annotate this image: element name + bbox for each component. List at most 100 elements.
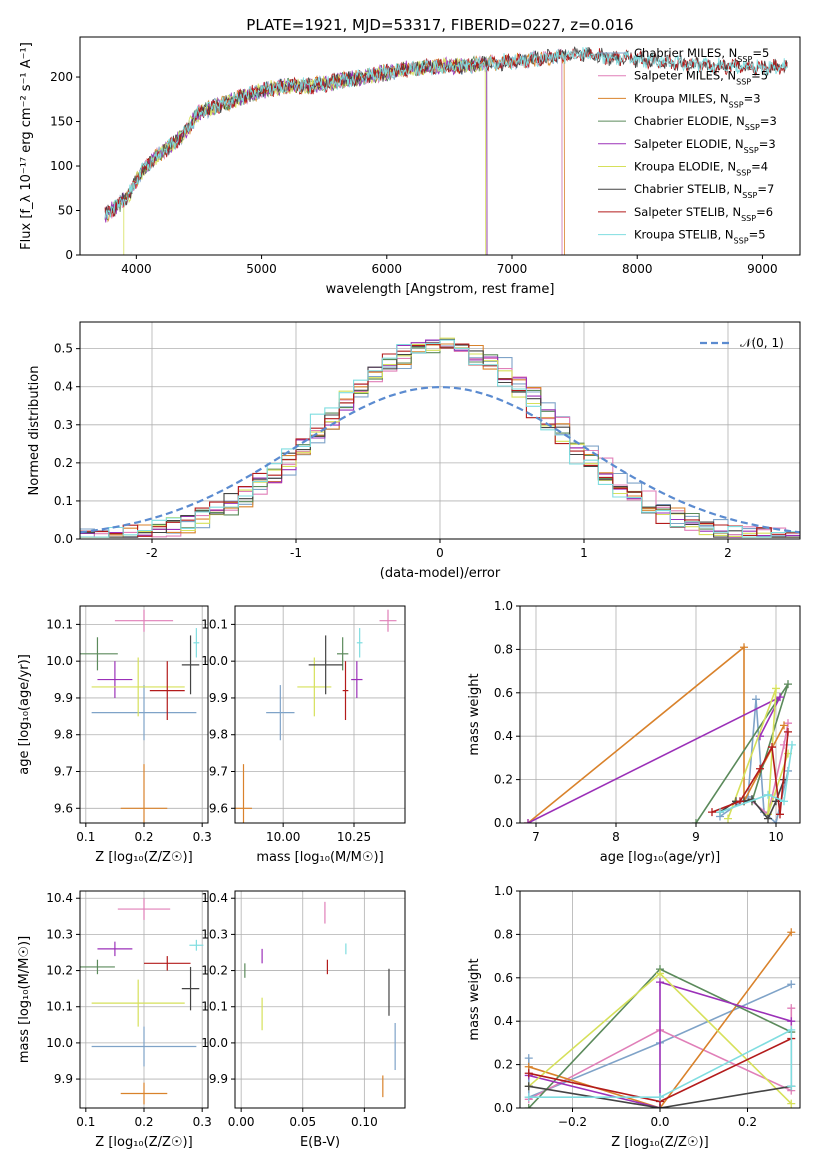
axes-frame (234, 890, 406, 1109)
weight-marker (656, 1093, 664, 1102)
plot-area (104, 46, 788, 255)
y-tick-label: 10.4 (201, 891, 228, 905)
legend-entry: Salpeter MILES, NSSP=5 (634, 69, 768, 87)
x-tick-label: 7000 (497, 262, 528, 276)
weight-marker (788, 740, 796, 749)
weight-marker (768, 743, 776, 752)
y-tick-label: 10.4 (46, 891, 73, 905)
legend-entry: 𝒩(0, 1) (740, 336, 784, 350)
panel-weight-vs-Z: −0.2 0.0 0.2 0.0 0.2 0.4 0.6 0.8 1.0 Z [log₁₀(Z/Z… (467, 884, 801, 1150)
legend: Chabrier MILES, NSSP=5 Salpeter MILES, NS… (598, 46, 777, 245)
weight-marker (524, 1093, 533, 1102)
plot-area (80, 322, 800, 539)
y-tick-label: 0.3 (54, 418, 73, 432)
weight-marker (656, 978, 664, 987)
weight-marker (524, 1104, 533, 1108)
weight-line (528, 1028, 793, 1098)
weight-marker (656, 969, 664, 978)
panel-age-vs-mass: 10.00 10.25 9.6 9.7 9.8 9.9 10.0 10.1 mass [log₁… (201, 605, 406, 865)
figure-title: PLATE=1921, MJD=53317, FIBERID=0227, z=0… (246, 16, 633, 34)
x-tick-label: 8000 (622, 262, 653, 276)
x-tick-label: -2 (146, 546, 158, 560)
y-axis-label: Flux [f_λ 10⁻¹⁷ erg cm⁻² s⁻¹ A⁻¹] (19, 42, 34, 250)
weight-marker (708, 808, 716, 817)
weight-marker (692, 819, 700, 823)
plot-area (80, 606, 208, 823)
weight-marker (776, 810, 784, 819)
x-tick-label: 8 (612, 830, 620, 844)
y-tick-label: 9.7 (54, 765, 73, 779)
x-tick-label: 9 (692, 830, 700, 844)
weight-line (527, 645, 785, 823)
x-axis-label: Z [log₁₀(Z/Z☉)] (95, 1135, 192, 1150)
axes-frame (79, 605, 209, 824)
y-tick-label: 9.8 (54, 728, 73, 742)
y-tick-label: 9.9 (209, 1072, 228, 1086)
weight-marker (787, 980, 796, 989)
plot-area (80, 891, 208, 1108)
plot-area (520, 891, 800, 1108)
y-tick-label: 1.0 (494, 599, 513, 613)
y-tick-label: 0.0 (494, 1101, 513, 1115)
y-tick-label: 10.3 (201, 927, 228, 941)
x-tick-label: 0.2 (738, 1115, 757, 1129)
weight-marker (787, 1099, 796, 1108)
weight-marker (787, 1017, 796, 1026)
y-tick-label: 0.4 (494, 729, 513, 743)
panel-age-vs-Z: 0.1 0.2 0.3 9.6 9.7 9.8 9.9 10.0 10.1 Z [log₁₀(Z/… (17, 605, 212, 865)
y-tick-label: 9.6 (54, 801, 73, 815)
weight-marker (780, 797, 788, 806)
weight-marker (764, 790, 772, 799)
histogram-step (80, 339, 800, 538)
legend-entry: Kroupa MILES, NSSP=3 (634, 91, 761, 109)
panel-mass-vs-ebv: 0.00 0.05 0.10 9.9 10.0 10.1 10.2 10.3 10.4 E(B-V… (201, 890, 406, 1150)
weight-marker (524, 1069, 533, 1078)
legend-entry: Kroupa ELODIE, NSSP=4 (634, 160, 768, 178)
weight-marker (752, 695, 760, 704)
weight-marker (524, 1054, 533, 1063)
weight-marker (772, 684, 780, 693)
x-axis-label: age [log₁₀(age/yr)] (600, 850, 721, 865)
y-tick-label: 1.0 (494, 884, 513, 898)
x-tick-label: 0.00 (228, 1115, 255, 1129)
y-tick-label: 0.0 (54, 532, 73, 546)
x-tick-label: 6000 (372, 262, 403, 276)
legend-entry: Chabrier ELODIE, NSSP=3 (634, 114, 777, 132)
y-tick-label: 0.1 (54, 494, 73, 508)
weight-line (528, 981, 792, 1108)
x-tick-label: 7 (532, 830, 540, 844)
y-tick-label: 10.0 (201, 654, 228, 668)
x-axis-label: Z [log₁₀(Z/Z☉)] (611, 1135, 708, 1150)
y-tick-label: 0.6 (494, 686, 513, 700)
legend-entry: Chabrier STELIB, NSSP=7 (634, 182, 774, 200)
y-tick-label: 0.6 (494, 971, 513, 985)
weight-marker (780, 721, 788, 730)
panel-weight-vs-age: 7 8 9 10 0.0 0.2 0.4 0.6 0.8 1.0 age [log₁₀(age/yr… (467, 599, 801, 865)
normal-curve (80, 385, 800, 534)
x-tick-label: 10 (768, 830, 783, 844)
y-tick-label: 150 (50, 115, 73, 129)
y-tick-label: 200 (50, 70, 73, 84)
weight-line (528, 931, 792, 1108)
x-tick-label: 4000 (121, 262, 152, 276)
weight-marker (787, 928, 796, 937)
weight-marker (772, 819, 780, 823)
histogram-step (80, 343, 800, 537)
weight-marker (787, 1025, 796, 1034)
x-tick-label: 2 (724, 546, 732, 560)
weight-marker (724, 814, 732, 823)
y-tick-label: 10.0 (46, 1036, 73, 1050)
panel-residuals: -2 -1 0 1 2 0.0 0.1 0.2 0.3 0.4 0.5 (data-model)/er… (27, 321, 801, 581)
plot-area (520, 606, 800, 823)
axes-frame (519, 890, 801, 1109)
x-tick-label: 9000 (747, 262, 778, 276)
panel-spectrum: 4000 5000 6000 7000 8000 9000 0 50 100 150 200 wave… (19, 36, 801, 297)
spectrum-line (104, 47, 788, 219)
weight-marker (716, 808, 724, 817)
y-tick-label: 9.9 (209, 691, 228, 705)
weight-marker (740, 643, 748, 652)
x-tick-label: -1 (290, 546, 302, 560)
y-axis-label: mass [log₁₀(M/M☉)] (17, 936, 32, 1063)
y-axis-label: Normed distribution (27, 366, 42, 496)
